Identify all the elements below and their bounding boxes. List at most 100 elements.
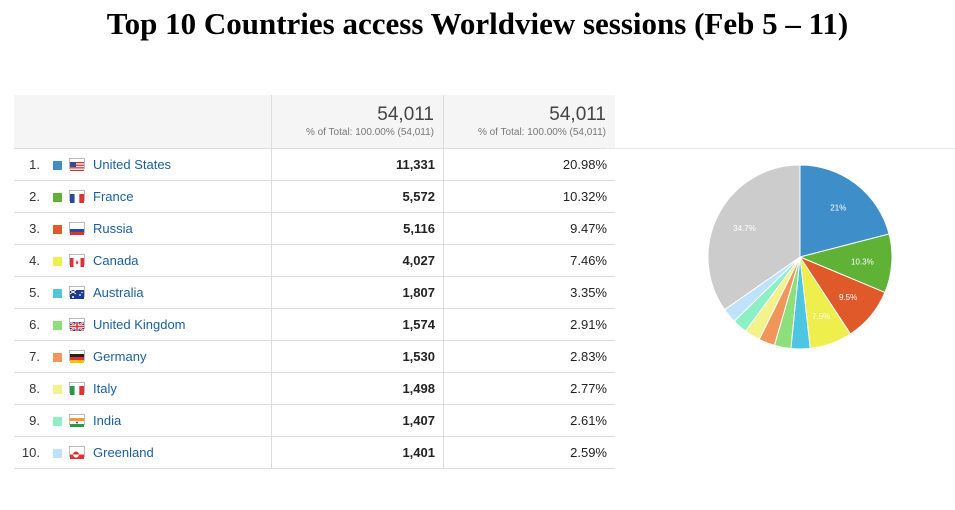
country-cell: 9. India bbox=[14, 404, 272, 437]
percent-cell: 2.91% bbox=[443, 308, 615, 341]
flag-uk-icon bbox=[69, 318, 85, 332]
series-color-swatch[interactable] bbox=[53, 161, 62, 170]
table-row: 8. Italy 1,498 2.77% bbox=[14, 372, 615, 405]
sessions-cell: 4,027 bbox=[271, 244, 444, 277]
flag-canada-icon bbox=[69, 254, 85, 267]
country-cell: 6. United Kingdom bbox=[14, 308, 272, 341]
sessions-value: 5,116 bbox=[403, 221, 435, 236]
percent-value: 7.46% bbox=[570, 253, 607, 268]
sessions-value: 1,407 bbox=[402, 413, 435, 428]
sessions-value: 1,498 bbox=[402, 381, 435, 396]
pie-slice-label: 21% bbox=[830, 204, 846, 213]
rank-number: 4. bbox=[29, 253, 40, 268]
country-link[interactable]: Germany bbox=[93, 349, 147, 364]
rank-number: 6. bbox=[29, 317, 40, 332]
country-cell: 7. Germany bbox=[14, 340, 272, 373]
flag-us-icon bbox=[69, 158, 85, 171]
rank-number: 9. bbox=[29, 413, 40, 428]
rank-number: 10. bbox=[21, 445, 40, 460]
country-link[interactable]: Greenland bbox=[93, 445, 154, 460]
percent-cell: 2.59% bbox=[443, 436, 615, 469]
country-link[interactable]: India bbox=[93, 413, 122, 428]
divider-line bbox=[606, 148, 955, 149]
country-sessions-table: 54,011 % of Total: 100.00% (54,011) 54,0… bbox=[14, 95, 615, 469]
sessions-value: 1,807 bbox=[402, 285, 435, 300]
percent-cell: 7.46% bbox=[443, 244, 615, 277]
flag-india-icon bbox=[69, 414, 85, 427]
table-header-row: 54,011 % of Total: 100.00% (54,011) 54,0… bbox=[14, 95, 615, 149]
sessions-cell: 1,574 bbox=[271, 308, 444, 341]
country-cell: 10. Greenland bbox=[14, 436, 272, 469]
percent-cell: 3.35% bbox=[443, 276, 615, 309]
series-color-swatch[interactable] bbox=[53, 193, 62, 202]
percent-value: 2.77% bbox=[570, 381, 607, 396]
pie-slice-label: 7.5% bbox=[812, 312, 830, 321]
percent-column-header[interactable]: 54,011 % of Total: 100.00% (54,011) bbox=[443, 95, 615, 149]
table-row: 7. Germany 1,530 2.83% bbox=[14, 340, 615, 373]
rank-number: 1. bbox=[29, 157, 40, 172]
series-color-swatch[interactable] bbox=[53, 257, 62, 266]
sessions-cell: 1,407 bbox=[271, 404, 444, 437]
sessions-cell: 1,530 bbox=[271, 340, 444, 373]
sessions-cell: 1,401 bbox=[271, 436, 444, 469]
table-row: 1. United States 11,331 20.98% bbox=[14, 148, 615, 181]
sessions-value: 1,574 bbox=[402, 317, 435, 332]
table-row: 9. India 1,407 2.61% bbox=[14, 404, 615, 437]
sessions-cell: 11,331 bbox=[271, 148, 444, 181]
country-link[interactable]: Australia bbox=[93, 285, 144, 300]
series-color-swatch[interactable] bbox=[53, 385, 62, 394]
series-color-swatch[interactable] bbox=[53, 449, 62, 458]
sessions-total-sub: % of Total: 100.00% (54,011) bbox=[305, 127, 434, 138]
sessions-value: 1,401 bbox=[402, 445, 435, 460]
percent-cell: 2.61% bbox=[443, 404, 615, 437]
sessions-total: 54,011 bbox=[377, 104, 434, 125]
percent-cell: 2.77% bbox=[443, 372, 615, 405]
percent-value: 2.59% bbox=[570, 445, 607, 460]
sessions-value: 11,331 bbox=[395, 157, 435, 172]
country-link[interactable]: Italy bbox=[93, 381, 117, 396]
rank-number: 8. bbox=[29, 381, 40, 396]
percent-value: 2.61% bbox=[570, 413, 607, 428]
country-cell: 2. France bbox=[14, 180, 272, 213]
rank-number: 2. bbox=[29, 189, 40, 204]
sessions-cell: 1,498 bbox=[271, 372, 444, 405]
pie-slice[interactable] bbox=[799, 164, 890, 258]
sessions-value: 4,027 bbox=[402, 253, 435, 268]
pie-slice[interactable] bbox=[707, 164, 801, 311]
percent-value: 2.91% bbox=[570, 317, 607, 332]
pie-slice-label: 10.3% bbox=[851, 257, 874, 266]
flag-australia-icon bbox=[69, 286, 85, 299]
sessions-value: 5,572 bbox=[402, 189, 435, 204]
percent-cell: 20.98% bbox=[443, 148, 615, 181]
country-link[interactable]: United Kingdom bbox=[93, 317, 186, 332]
country-link[interactable]: United States bbox=[93, 157, 172, 172]
table-row: 4. Canada 4,027 7.46% bbox=[14, 244, 615, 277]
percent-cell: 2.83% bbox=[443, 340, 615, 373]
sessions-column-header[interactable]: 54,011 % of Total: 100.00% (54,011) bbox=[271, 95, 444, 149]
series-color-swatch[interactable] bbox=[53, 417, 62, 426]
sessions-pie-chart: 21% 10.3% 9.5% 7.5% 34.7% bbox=[707, 164, 893, 350]
sessions-cell: 5,116 bbox=[271, 212, 444, 245]
country-link[interactable]: Canada bbox=[93, 253, 139, 268]
percent-cell: 10.32% bbox=[443, 180, 615, 213]
series-color-swatch[interactable] bbox=[53, 225, 62, 234]
percent-value: 2.83% bbox=[570, 349, 607, 364]
percent-total-sub: % of Total: 100.00% (54,011) bbox=[477, 127, 606, 138]
country-link[interactable]: Russia bbox=[93, 221, 133, 236]
flag-russia-icon bbox=[69, 222, 85, 235]
series-color-swatch[interactable] bbox=[53, 321, 62, 330]
flag-greenland-icon bbox=[69, 446, 85, 459]
series-color-swatch[interactable] bbox=[53, 353, 62, 362]
percent-total: 54,011 bbox=[549, 104, 606, 125]
table-row: 10. Greenland 1,401 2.59% bbox=[14, 436, 615, 469]
table-row: 6. United Kingdom 1,574 2.91% bbox=[14, 308, 615, 341]
percent-value: 9.47% bbox=[570, 221, 607, 236]
series-color-swatch[interactable] bbox=[53, 289, 62, 298]
percent-value: 20.98% bbox=[562, 157, 607, 172]
country-cell: 5. Australia bbox=[14, 276, 272, 309]
country-cell: 1. United States bbox=[14, 148, 272, 181]
percent-value: 3.35% bbox=[570, 285, 607, 300]
table-row: 3. Russia 5,116 9.47% bbox=[14, 212, 615, 245]
flag-italy-icon bbox=[69, 382, 85, 395]
country-link[interactable]: France bbox=[93, 189, 134, 204]
